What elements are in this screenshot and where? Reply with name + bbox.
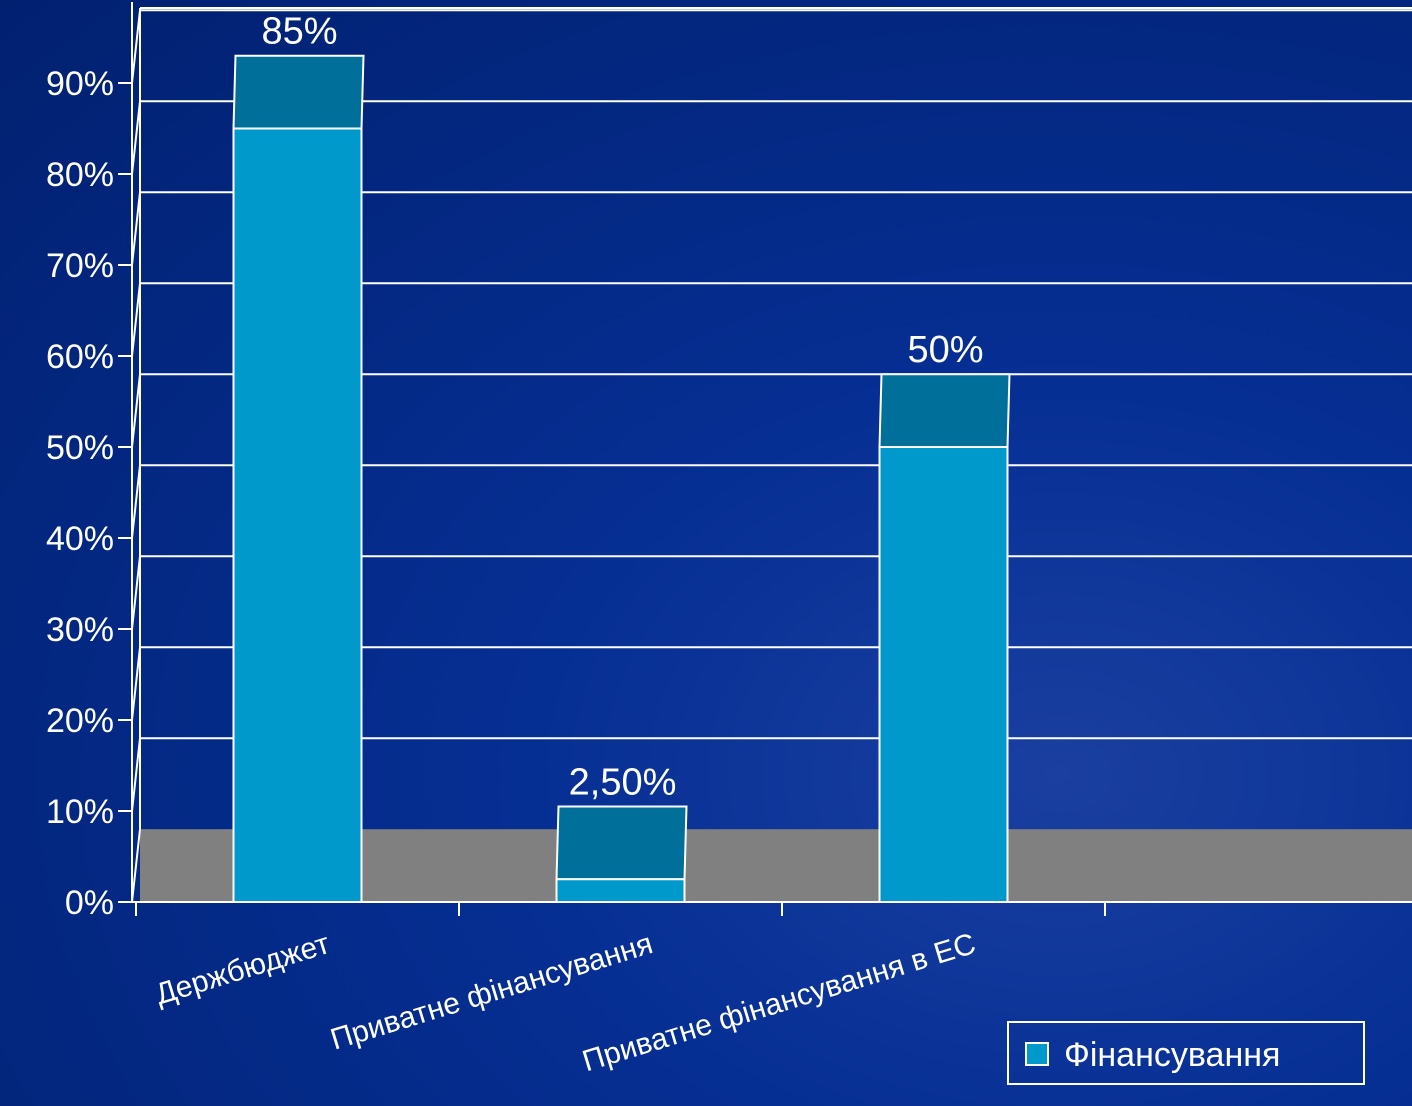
- legend-label: Фінансування: [1064, 1036, 1280, 1074]
- bar-top-face: [232, 54, 365, 130]
- y-tick-label: 20%: [46, 702, 114, 740]
- legend-box: [1007, 1021, 1365, 1085]
- y-tick-label: 30%: [46, 611, 114, 649]
- legend: Фінансування: [1007, 1021, 1365, 1085]
- bar: [232, 127, 363, 903]
- y-tick-label: 0%: [65, 884, 114, 922]
- bar-top-face: [555, 805, 688, 881]
- y-tick-label: 90%: [46, 65, 114, 103]
- y-depth-connector: [131, 738, 141, 812]
- data-label: 2,50%: [569, 761, 677, 803]
- x-category-label: Держбюджет: [152, 927, 334, 1011]
- y-depth-connector: [131, 465, 141, 539]
- bar: [555, 878, 686, 903]
- y-depth-connector: [131, 374, 141, 448]
- y-tick-label: 40%: [46, 520, 114, 558]
- y-tick-label: 70%: [46, 247, 114, 285]
- legend-swatch: [1025, 1042, 1049, 1066]
- y-depth-connector: [131, 192, 141, 266]
- bar-top-face: [878, 373, 1011, 448]
- bars: [232, 54, 1011, 903]
- y-depth-connector: [131, 647, 141, 721]
- y-tick-label: 10%: [46, 793, 114, 831]
- y-depth-connector: [131, 101, 141, 175]
- y-depth-connector: [131, 829, 141, 903]
- y-depth-connector: [131, 283, 141, 357]
- bar: [878, 446, 1009, 903]
- axes: 0% 10% 20% 30% 40% 50% 60% 70% 80% 90%: [46, 2, 1412, 922]
- data-label: 50%: [907, 329, 983, 371]
- y-depth-connector: [131, 10, 141, 84]
- y-tick-label: 80%: [46, 156, 114, 194]
- y-tick-label: 60%: [46, 338, 114, 376]
- y-depth-connector: [131, 556, 141, 630]
- data-label: 85%: [261, 11, 337, 53]
- y-tick-label: 50%: [46, 429, 114, 467]
